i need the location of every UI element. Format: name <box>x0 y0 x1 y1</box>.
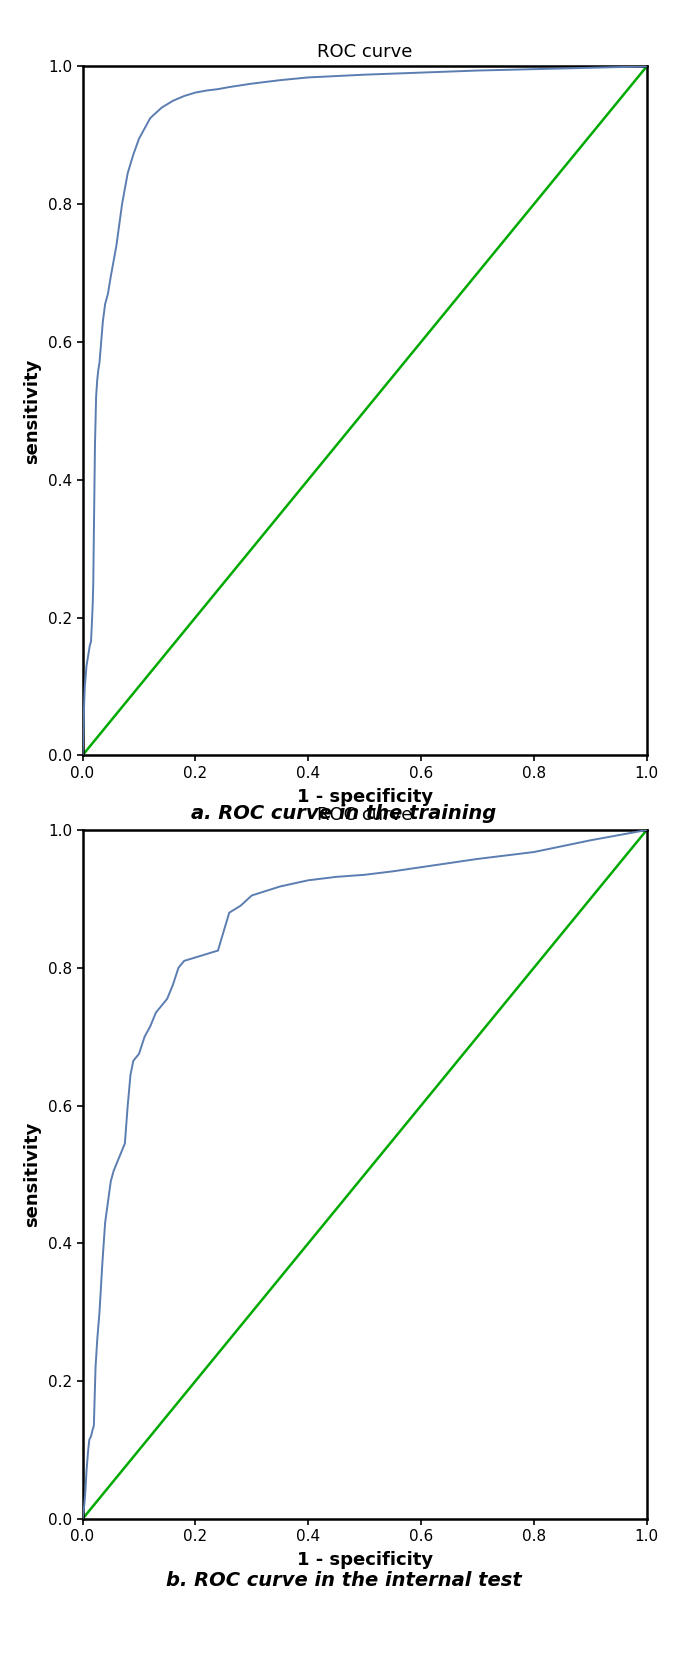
X-axis label: 1 - specificity: 1 - specificity <box>297 787 433 805</box>
Y-axis label: sensitivity: sensitivity <box>23 1122 41 1227</box>
X-axis label: 1 - specificity: 1 - specificity <box>297 1550 433 1569</box>
Y-axis label: sensitivity: sensitivity <box>23 359 41 463</box>
Title: ROC curve: ROC curve <box>317 807 412 825</box>
Text: b. ROC curve in the internal test: b. ROC curve in the internal test <box>166 1570 522 1590</box>
Title: ROC curve: ROC curve <box>317 43 412 61</box>
Text: a. ROC curve in the training: a. ROC curve in the training <box>191 803 497 823</box>
